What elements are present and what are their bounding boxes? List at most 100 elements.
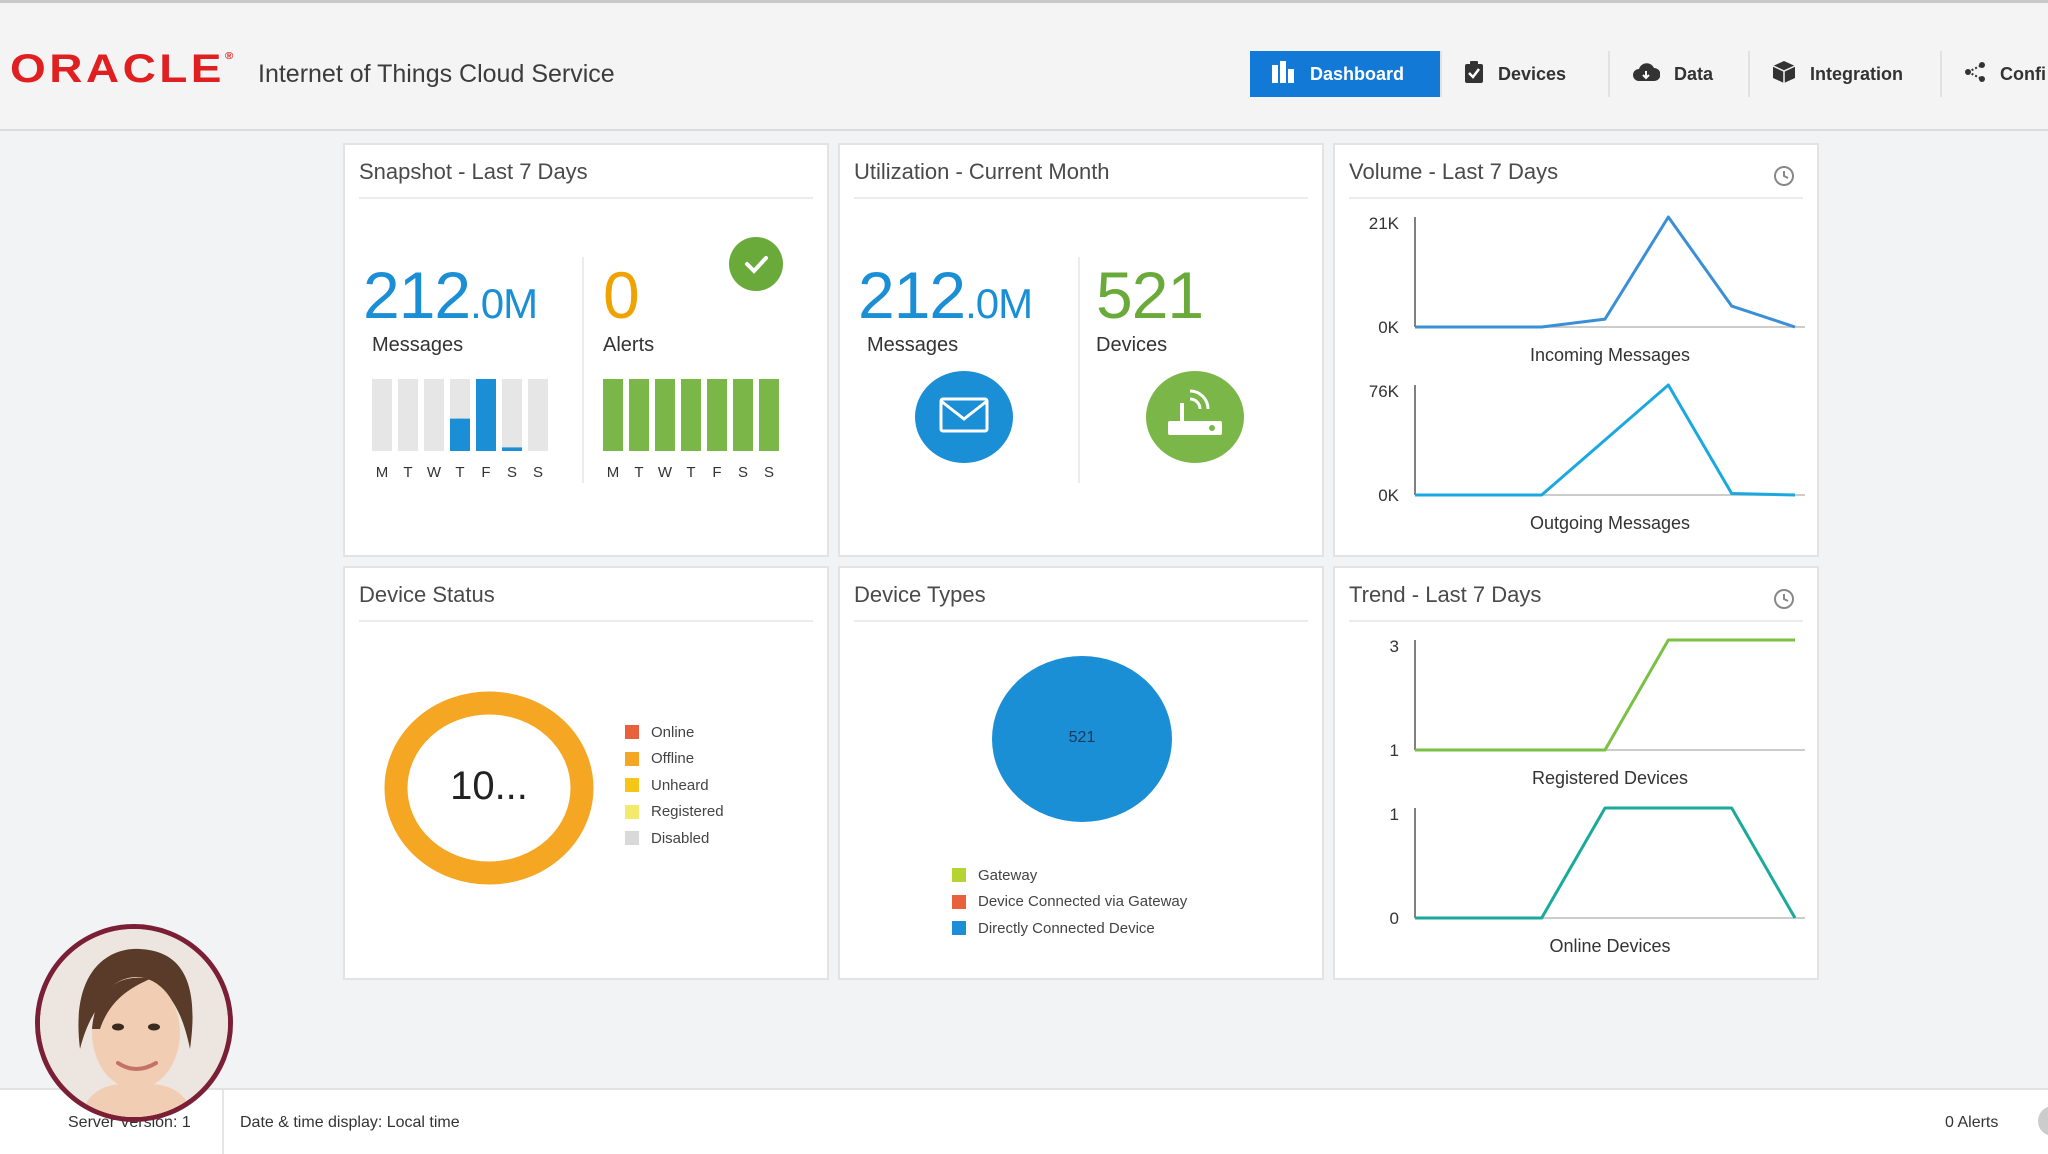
series-line xyxy=(1415,215,1796,329)
oracle-logo: ORACLE® xyxy=(10,47,234,91)
divider xyxy=(1349,620,1803,622)
donut-ring xyxy=(384,691,594,885)
day-bar xyxy=(733,379,753,451)
weekday-label: S xyxy=(507,464,517,481)
snapshot-panel: Snapshot - Last 7 Days 212.0M Messages 0… xyxy=(343,143,829,557)
alerts-count: 0 xyxy=(603,258,640,332)
weekday-label: F xyxy=(481,464,490,481)
trend-panel: Trend - Last 7 Days 3 1 Registered Devices… xyxy=(1333,566,1819,980)
day-bar xyxy=(707,379,727,451)
device-status-legend: Online Offline Unheard Registered Disabl… xyxy=(625,719,724,852)
envelope-icon xyxy=(915,371,1013,463)
bar-chart-icon xyxy=(1272,60,1296,88)
day-bar xyxy=(603,379,623,451)
main-nav: Dashboard Devices Data Integration Confi xyxy=(1250,51,2048,97)
router-icon xyxy=(1146,371,1244,463)
day-bar xyxy=(502,447,522,451)
tab-devices[interactable]: Devices xyxy=(1442,51,1610,97)
app-title: Internet of Things Cloud Service xyxy=(258,60,615,88)
legend-label: Registered xyxy=(651,803,724,821)
weekday-label: S xyxy=(738,464,748,481)
tab-label: Confi xyxy=(2000,63,2046,84)
divider xyxy=(854,197,1308,199)
alerts-count-link[interactable]: 0 Alerts xyxy=(1945,1114,1999,1131)
legend-item: Unheard xyxy=(625,772,724,799)
weekday-label: T xyxy=(455,464,464,481)
legend-swatch xyxy=(952,894,966,909)
legend-label: Offline xyxy=(651,750,695,768)
legend-item: Offline xyxy=(625,746,724,773)
day-bar xyxy=(655,379,675,451)
legend-item: Gateway xyxy=(952,862,1187,889)
app-header: ORACLE® Internet of Things Cloud Service… xyxy=(0,3,2048,131)
chart-caption: Online Devices xyxy=(1549,936,1670,956)
date-display-setting[interactable]: Date & time display: Local time xyxy=(240,1114,460,1131)
weekday-label: M xyxy=(607,464,620,481)
scroll-button[interactable] xyxy=(2038,1106,2048,1136)
divider xyxy=(1078,257,1080,483)
registered-devices-chart: 3 1 Registered Devices xyxy=(1390,637,1805,788)
y-min-label: 1 xyxy=(1390,741,1399,760)
messages-label: Messages xyxy=(867,334,959,356)
device-types-pie xyxy=(992,656,1172,822)
messages-daily-bars xyxy=(372,379,548,451)
top-border xyxy=(0,0,2048,3)
device-status-panel: Device Status 10... Online Offline Unhea… xyxy=(343,566,829,980)
legend-label: Device Connected via Gateway xyxy=(978,893,1188,911)
series-line xyxy=(1415,806,1797,920)
tab-label: Data xyxy=(1674,63,1714,84)
clock-icon[interactable] xyxy=(1773,588,1795,610)
day-bar xyxy=(476,379,496,451)
weekday-label: S xyxy=(764,464,774,481)
weekday-label: T xyxy=(634,464,643,481)
clock-icon[interactable] xyxy=(1773,165,1795,187)
utilization-panel: Utilization - Current Month 212.0M Messa… xyxy=(838,143,1324,557)
y-min-label: 0K xyxy=(1378,486,1399,505)
messages-label: Messages xyxy=(372,334,464,356)
presenter-avatar xyxy=(35,924,233,1122)
panel-title: Trend - Last 7 Days xyxy=(1349,582,1542,607)
online-devices-chart: 1 0 Online Devices xyxy=(1390,805,1805,956)
chart-caption: Incoming Messages xyxy=(1530,345,1690,365)
divider xyxy=(854,620,1308,622)
incoming-messages-chart: 21K 0K Incoming Messages xyxy=(1369,214,1805,365)
legend-swatch xyxy=(952,921,966,936)
tab-configuration[interactable]: Confi xyxy=(1942,51,2048,97)
tab-integration[interactable]: Integration xyxy=(1750,51,1942,97)
divider xyxy=(359,197,813,199)
divider xyxy=(1349,197,1803,199)
series-line xyxy=(1415,383,1796,497)
chart-caption: Outgoing Messages xyxy=(1530,513,1690,533)
day-bar xyxy=(629,379,649,451)
legend-item: Online xyxy=(625,719,724,746)
weekday-label: F xyxy=(712,464,721,481)
tab-label: Dashboard xyxy=(1310,63,1405,84)
legend-item: Disabled xyxy=(625,825,724,852)
legend-swatch xyxy=(625,778,639,793)
weekday-label: T xyxy=(686,464,695,481)
legend-label: Gateway xyxy=(978,866,1038,884)
legend-label: Disabled xyxy=(651,829,710,847)
weekday-label: S xyxy=(533,464,543,481)
share-icon xyxy=(1964,61,1986,88)
legend-label: Online xyxy=(651,723,695,741)
tab-dashboard[interactable]: Dashboard xyxy=(1250,51,1442,97)
legend-item: Directly Connected Device xyxy=(952,915,1187,942)
day-bar xyxy=(759,379,779,451)
series-line xyxy=(1415,638,1795,752)
panel-title: Utilization - Current Month xyxy=(854,159,1110,184)
day-bar-bg xyxy=(372,379,392,451)
alerts-daily-bars xyxy=(603,379,779,451)
chart-caption: Registered Devices xyxy=(1532,768,1688,788)
day-bar-bg xyxy=(424,379,444,451)
legend-swatch xyxy=(625,751,639,766)
device-types-panel: Device Types 521 Gateway Device Connecte… xyxy=(838,566,1324,980)
pie-slice xyxy=(992,656,1172,822)
legend-label: Unheard xyxy=(651,776,709,794)
y-max-label: 1 xyxy=(1390,805,1399,824)
panel-title: Volume - Last 7 Days xyxy=(1349,159,1559,184)
tab-data[interactable]: Data xyxy=(1610,51,1750,97)
weekday-label: W xyxy=(427,464,442,481)
panel-title: Device Types xyxy=(854,582,986,607)
